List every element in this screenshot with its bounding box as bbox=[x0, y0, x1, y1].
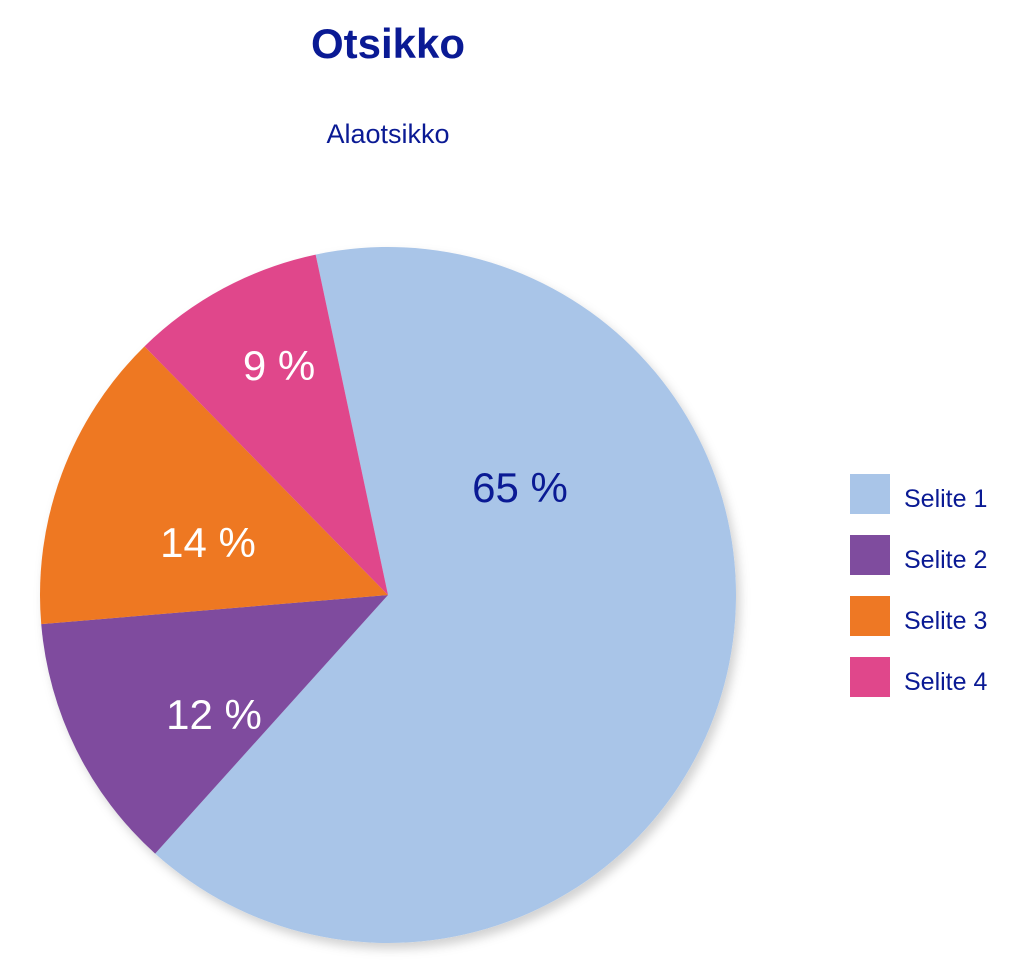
legend-swatch-selite-2 bbox=[850, 535, 890, 575]
legend-swatch-selite-4 bbox=[850, 657, 890, 697]
legend-item-selite-1: Selite 1 bbox=[850, 474, 987, 514]
legend-item-selite-4: Selite 4 bbox=[850, 657, 987, 697]
legend-label-selite-3: Selite 3 bbox=[904, 607, 988, 635]
legend-swatch-selite-3 bbox=[850, 596, 890, 636]
chart-subtitle: Alaotsikko bbox=[326, 119, 450, 149]
legend: Selite 1 Selite 2 Selite 3 Selite 4 bbox=[850, 474, 987, 718]
legend-label-selite-1: Selite 1 bbox=[904, 485, 988, 513]
legend-swatch-selite-1 bbox=[850, 474, 890, 514]
pie-slice-label-2: 12 % bbox=[166, 691, 262, 738]
pie-labels: 65 % 12 % 14 % 9 % bbox=[160, 342, 568, 738]
legend-label-selite-2: Selite 2 bbox=[904, 546, 988, 574]
pie-slice-2 bbox=[41, 595, 388, 854]
pie-slice-3 bbox=[39, 346, 389, 625]
legend-label-selite-4: Selite 4 bbox=[904, 668, 988, 696]
pie-slice-label-1: 65 % bbox=[472, 464, 568, 511]
pie-slice-1 bbox=[155, 246, 736, 943]
pie-slice-label-3: 14 % bbox=[160, 519, 256, 566]
legend-item-selite-2: Selite 2 bbox=[850, 535, 987, 575]
pie-slice-4 bbox=[144, 254, 388, 595]
pie-slice-label-4: 9 % bbox=[243, 342, 315, 389]
chart-title: Otsikko bbox=[310, 20, 466, 67]
pie-slices bbox=[39, 246, 736, 943]
legend-item-selite-3: Selite 3 bbox=[850, 596, 987, 636]
